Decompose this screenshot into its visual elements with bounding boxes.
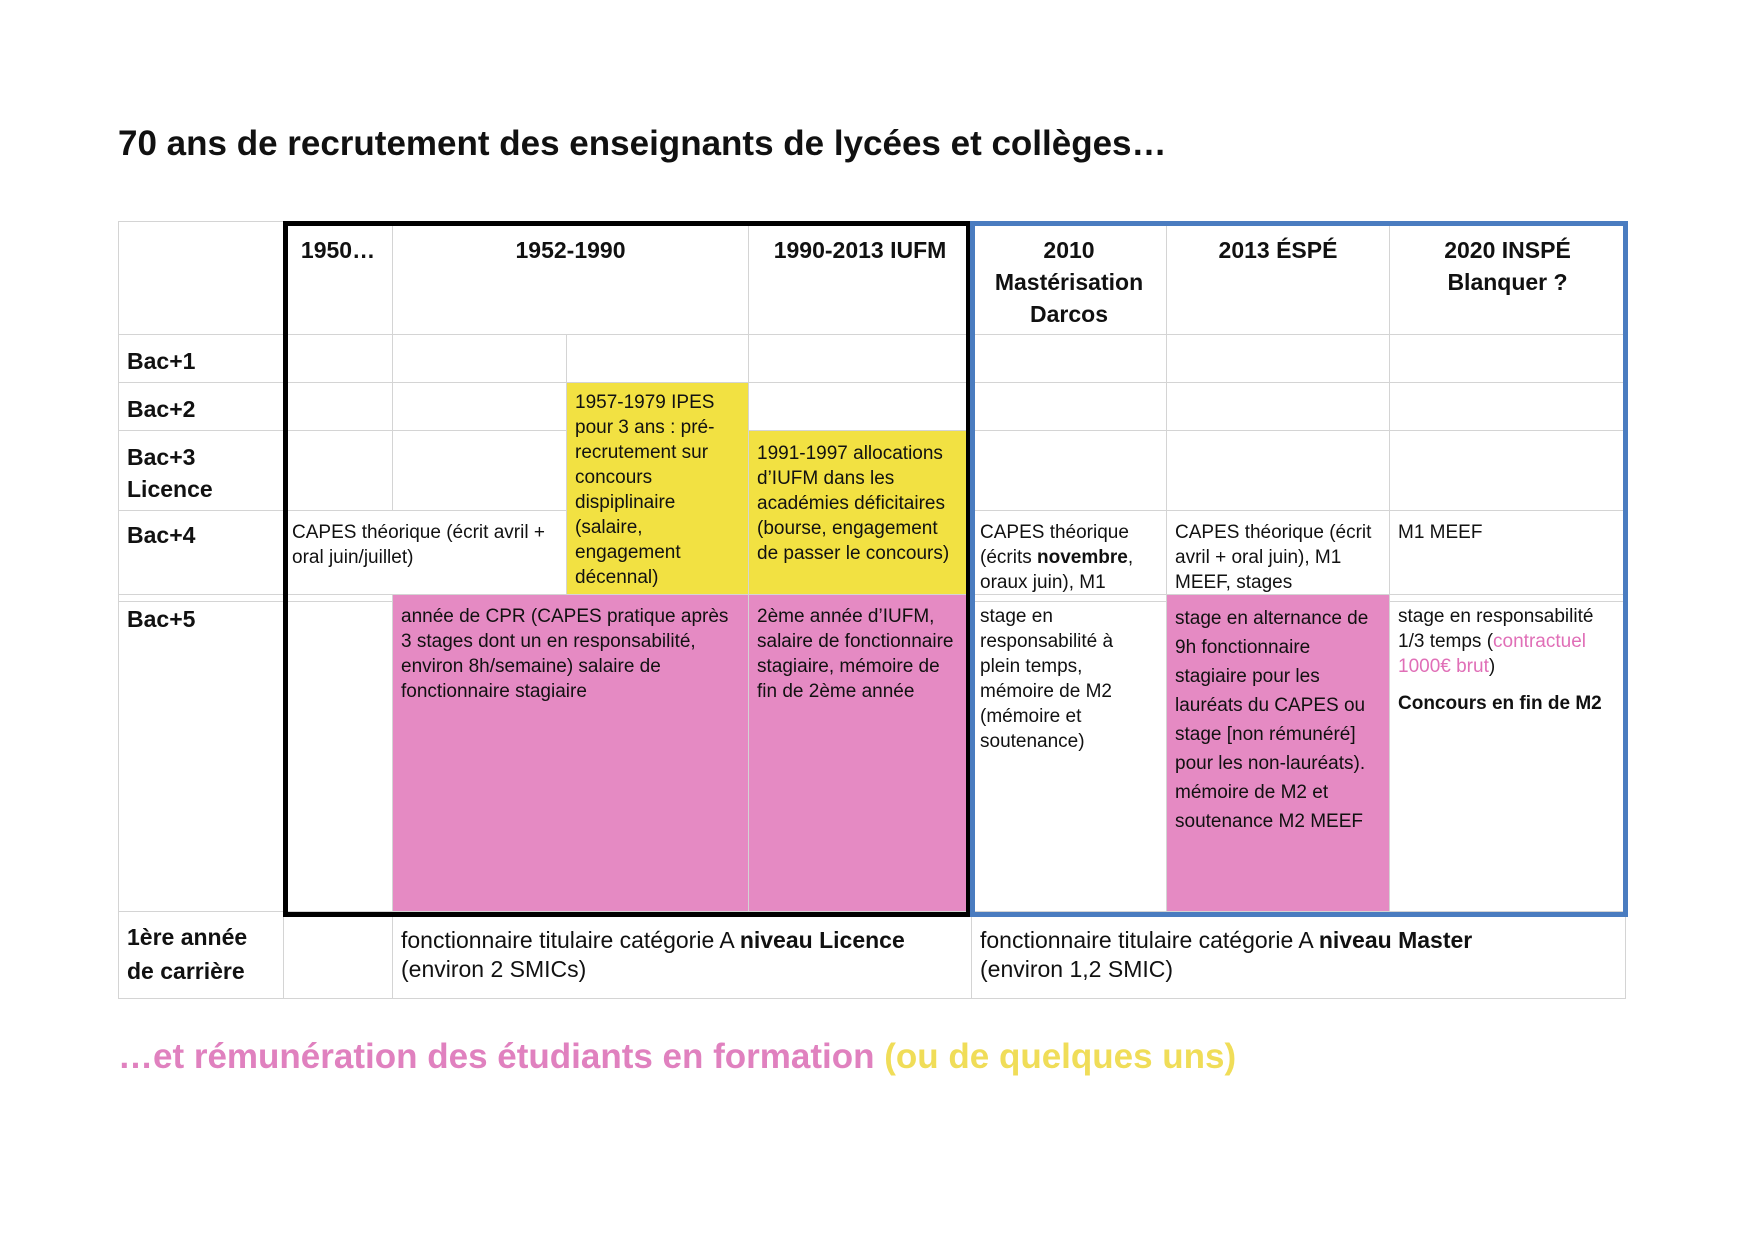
empty-cell: [392, 334, 567, 383]
empty-cell: [392, 382, 567, 431]
empty-cell: [748, 334, 972, 383]
ipes-cell: 1957-1979 IPES pour 3 ans : pré-recrutem…: [566, 382, 749, 595]
career-master-cell: fonctionnaire titulaire catégorie A nive…: [971, 911, 1626, 999]
empty-cell: [748, 382, 972, 431]
header-1952-1990: 1952-1990: [392, 221, 749, 335]
m1-2020-cell: M1 MEEF: [1389, 510, 1626, 602]
capes-2010-text-c: , oraux juin), M1: [980, 547, 1134, 593]
empty-cell: [1166, 430, 1390, 511]
capes-2010-text-a: CAPES théorique (écrits: [980, 522, 1129, 568]
iufm-allocations-cell: 1991-1997 allocations d’IUFM dans les ac…: [748, 430, 972, 595]
header-1950: 1950…: [283, 221, 393, 335]
capes-2010-text-bold: novembre: [1037, 547, 1128, 568]
capes-2010-cell: CAPES théorique (écrits novembre, oraux …: [971, 510, 1167, 602]
stage-2020-cell: stage en responsabilité 1/3 temps (contr…: [1389, 594, 1626, 912]
recruitment-table: 1950… 1952-1990 1990-2013 IUFM 2010 Mast…: [118, 221, 1628, 999]
header-2020: 2020 INSPÉ Blanquer ?: [1389, 221, 1626, 335]
page-title: 70 ans de recrutement des enseignants de…: [118, 124, 1167, 163]
empty-cell: [1389, 430, 1626, 511]
row-label-bac4: Bac+4: [118, 510, 284, 602]
career-master-text-c: (environ 1,2 SMIC): [980, 956, 1174, 982]
career-licence-cell: fonctionnaire titulaire catégorie A nive…: [392, 911, 972, 999]
subtitle-pink: …et rémunération des étudiants en format…: [118, 1037, 875, 1076]
iufm-second-year-cell: 2ème année d’IUFM, salaire de fonctionna…: [748, 594, 972, 912]
stage-2010-cell: stage en responsabilité à plein temps, m…: [971, 594, 1167, 912]
empty-cell: [392, 430, 567, 511]
row-label-bac2: Bac+2: [118, 382, 284, 431]
empty-cell: [971, 382, 1167, 431]
header-iufm: 1990-2013 IUFM: [748, 221, 972, 335]
career-master-text-a: fonctionnaire titulaire catégorie A: [980, 927, 1319, 953]
career-licence-text-bold: niveau Licence: [739, 927, 905, 953]
stage-2013-cell: stage en alternance de 9h fonctionnaire …: [1166, 594, 1390, 912]
career-licence-text-c: (environ 2 SMICs): [401, 956, 587, 982]
row-label-bac1: Bac+1: [118, 334, 284, 383]
header-2013: 2013 ÉSPÉ: [1166, 221, 1390, 335]
stage-2020-text-b: ): [1488, 656, 1496, 677]
row-label-career: 1ère année de carrière: [118, 911, 284, 999]
page-subtitle: …et rémunération des étudiants en format…: [118, 1037, 1236, 1077]
capes-2013-cell: CAPES théorique (écrit avril + oral juin…: [1166, 510, 1390, 602]
capes-1950-cell: CAPES théorique (écrit avril + oral juin…: [283, 510, 567, 602]
empty-cell: [283, 594, 393, 912]
empty-cell: [283, 382, 393, 431]
career-licence-text-a: fonctionnaire titulaire catégorie A: [401, 927, 740, 953]
empty-cell: [283, 334, 393, 383]
stage-2020-text-a: stage en responsabilité 1/3 temps (: [1398, 606, 1594, 652]
empty-cell: [971, 334, 1167, 383]
subtitle-yellow: (ou de quelques uns): [884, 1037, 1237, 1076]
empty-cell: [1166, 334, 1390, 383]
empty-cell: [283, 430, 393, 511]
empty-cell: [1389, 334, 1626, 383]
empty-cell: [283, 911, 393, 999]
stage-2020-text-pink: contractuel 1000€ brut: [1398, 631, 1586, 677]
row-label-bac3: Bac+3 Licence: [118, 430, 284, 511]
empty-cell: [566, 334, 749, 383]
empty-cell: [1389, 382, 1626, 431]
cpr-cell: année de CPR (CAPES pratique après 3 sta…: [392, 594, 749, 912]
empty-cell: [1166, 382, 1390, 431]
header-2010: 2010 Mastérisation Darcos: [971, 221, 1167, 335]
career-master-text-bold: niveau Master: [1318, 927, 1473, 953]
empty-cell: [971, 430, 1167, 511]
corner-cell: [118, 221, 284, 335]
stage-2020-concours: Concours en fin de M2: [1398, 693, 1602, 714]
row-label-bac5: Bac+5: [118, 594, 284, 912]
